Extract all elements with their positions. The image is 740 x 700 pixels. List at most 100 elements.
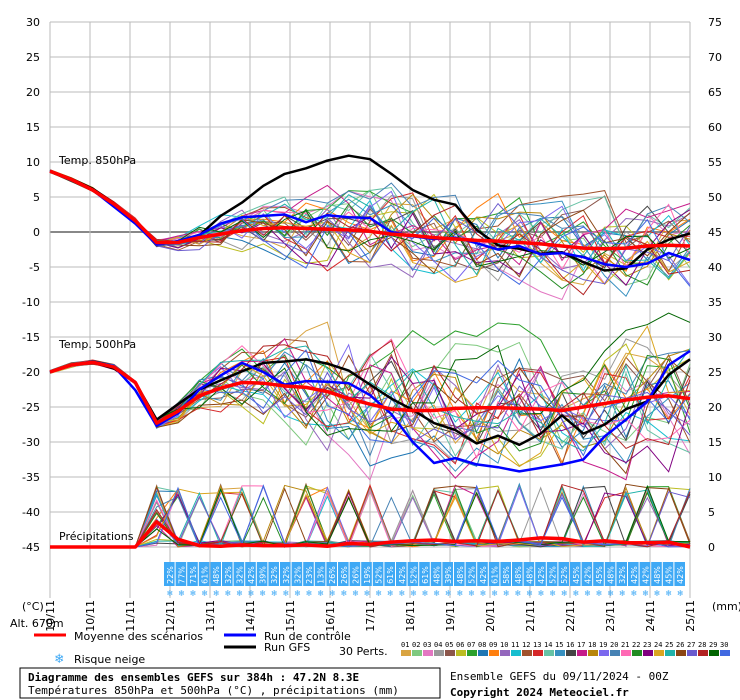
snowflake-icon: ❄ (202, 589, 208, 599)
pert-legend-swatch (676, 650, 686, 656)
pert-line-precip (50, 486, 691, 548)
snow-risk-pct: 61% (386, 566, 395, 584)
snow-risk-cell (570, 562, 581, 586)
pert-legend-swatch (720, 650, 730, 656)
snow-risk-cell (396, 562, 407, 586)
snow-risk-cell (465, 562, 477, 586)
title-box (19, 667, 441, 699)
pert-legend-id: 20 (610, 641, 618, 649)
snowflake-icon: ❄ (492, 589, 498, 599)
snow-risk-pct: 48% (212, 566, 221, 584)
right-tick-label: 40 (708, 261, 722, 274)
pert-legend-id: 14 (544, 641, 552, 649)
x-tick-label: 10/11 (84, 600, 97, 632)
pert-legend-id: 05 (445, 641, 453, 649)
x-tick-label: 16/11 (324, 600, 337, 632)
snowflake-icon: ❄ (422, 589, 428, 599)
snow-risk-pct: 32% (224, 566, 233, 584)
snowflake-icon: ❄ (306, 589, 312, 599)
snow-risk-cell (384, 562, 395, 586)
snow-risk-pct: 32% (270, 566, 279, 584)
snow-risk-pct: 32% (293, 566, 302, 584)
snow-risk-pct: 52% (409, 566, 418, 584)
snow-risk-pct: 42% (630, 566, 639, 584)
snow-risk-pct: 39% (444, 566, 453, 584)
x-tick-label: 25/11 (684, 600, 697, 632)
left-tick-label: -35 (22, 471, 40, 484)
snow-risk-cell (593, 562, 604, 586)
snow-risk-cell (407, 562, 419, 586)
t850-control-line (49, 169, 691, 269)
left-unit: (°C) (22, 600, 44, 613)
pert-legend-swatch (467, 650, 477, 656)
snow-risk-pct: 39% (259, 566, 268, 584)
right-tick-label: 30 (708, 331, 722, 344)
snow-risk-cell (338, 562, 349, 586)
snow-risk-pct: 32% (282, 566, 291, 584)
snowflake-icon: ❄ (225, 589, 231, 599)
snowflake-icon: ❄ (585, 589, 591, 599)
right-tick-label: 65 (708, 86, 722, 99)
t500-control-line (49, 349, 691, 473)
legend-snow-label: Risque neige (74, 653, 145, 666)
pert-line-t500 (49, 357, 691, 475)
right-tick-label: 15 (708, 436, 722, 449)
snow-risk-cell (361, 562, 372, 586)
pert-legend-id: 18 (588, 641, 596, 649)
snow-risk-cell (280, 562, 291, 586)
snow-risk-cell (430, 562, 442, 586)
snow-risk-cell (662, 562, 674, 586)
snowflake-icon: ❄ (411, 589, 417, 599)
snow-risk-cell (523, 562, 535, 586)
pert-legend-swatch (643, 650, 653, 656)
snowflake-icon: ❄ (538, 589, 544, 599)
pert-legend-swatch (599, 650, 609, 656)
left-tick-label: 25 (26, 51, 40, 64)
x-tick-label: 13/11 (204, 600, 217, 632)
snow-risk-cell (512, 562, 523, 586)
snowflake-icon: ❄ (457, 589, 463, 599)
pert-legend-id: 13 (533, 641, 541, 649)
right-tick-label: 55 (708, 156, 722, 169)
snowflake-icon: ❄ (237, 589, 243, 599)
snow-risk-pct: 42% (537, 566, 546, 584)
right-tick-label: 10 (708, 471, 722, 484)
snowflake-icon: ❄ (179, 589, 185, 599)
altitude-label: Alt. 670m (10, 617, 64, 630)
snowflake-icon: ❄ (573, 589, 579, 599)
legend-perts-label: 30 Perts. (339, 645, 388, 658)
pert-legend-swatch (555, 650, 565, 656)
snowflake-icon: ❄ (654, 589, 660, 599)
left-tick-label: 30 (26, 16, 40, 29)
snowflake-icon: ❄ (387, 589, 393, 599)
pert-legend-swatch (522, 650, 532, 656)
right-tick-label: 5 (708, 506, 715, 519)
chart-title: Diagramme des ensembles GEFS sur 384h : … (28, 671, 359, 684)
legend-mean-label: Moyenne des scénarios (74, 630, 203, 643)
snow-risk-pct: 32% (618, 566, 627, 584)
snow-risk-pct: 48% (433, 566, 442, 584)
x-tick-label: 18/11 (404, 600, 417, 632)
pert-legend-id: 07 (467, 641, 475, 649)
pert-legend-id: 11 (511, 641, 519, 649)
snow-risk-cell (314, 562, 326, 586)
snow-risk-pct: 52% (467, 566, 476, 584)
right-tick-label: 35 (708, 296, 722, 309)
right-tick-label: 50 (708, 191, 722, 204)
pert-legend-swatch (698, 650, 708, 656)
axes: 302520151050-5-10-15-20-25-30-35-40-4575… (22, 16, 722, 632)
t500-mean-line (49, 360, 691, 425)
snowflake-icon: ❄ (271, 589, 277, 599)
pert-legend-id: 12 (522, 641, 530, 649)
snowflake-icon: ❄ (55, 651, 64, 667)
legend-gfs-label: Run GFS (264, 641, 310, 654)
pert-legend-swatch (489, 650, 499, 656)
snow-risk-cell (477, 562, 488, 586)
snowflake-icon: ❄ (619, 589, 625, 599)
pert-legend-swatch (621, 650, 631, 656)
snow-risk-cell (175, 562, 187, 586)
snowflake-icon: ❄ (353, 589, 359, 599)
pert-legend-id: 10 (500, 641, 508, 649)
pert-legend-id: 22 (632, 641, 640, 649)
right-tick-label: 20 (708, 401, 722, 414)
